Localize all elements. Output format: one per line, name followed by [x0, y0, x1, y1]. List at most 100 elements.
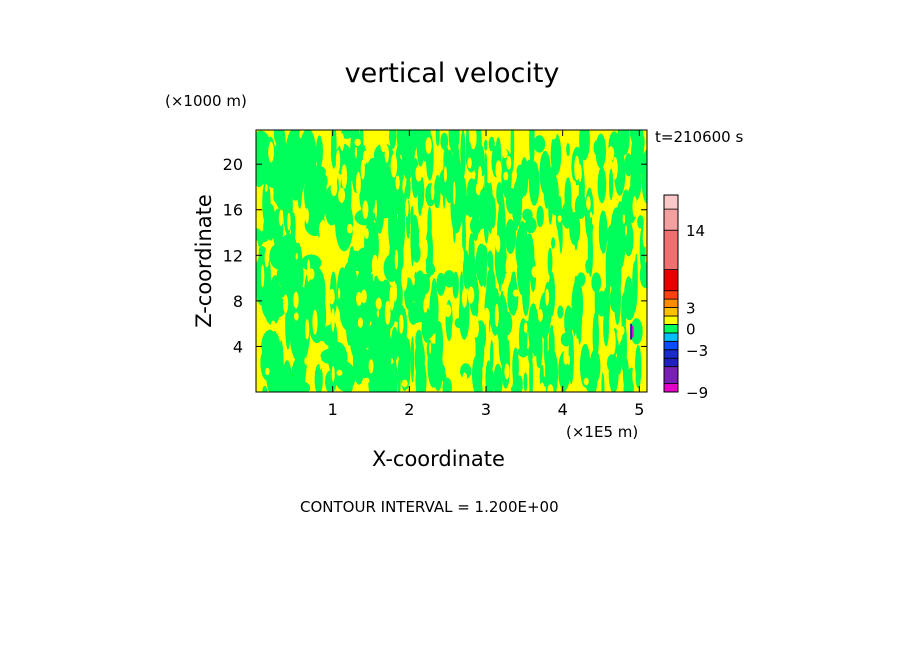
positive-region — [592, 172, 597, 180]
positive-region — [454, 366, 459, 379]
positive-region — [430, 183, 435, 201]
negative-region — [387, 363, 399, 391]
positive-region — [425, 137, 432, 154]
positive-region — [339, 133, 345, 151]
positive-region — [502, 149, 508, 159]
positive-region — [557, 215, 562, 223]
negative-region — [505, 219, 516, 254]
positive-region — [458, 246, 464, 266]
positive-region — [632, 196, 637, 217]
positive-region — [311, 244, 317, 254]
positive-region — [336, 369, 343, 376]
positive-region — [256, 240, 259, 263]
negative-region — [599, 292, 604, 316]
negative-region — [585, 259, 591, 274]
negative-region — [260, 345, 276, 381]
colorbar-band — [663, 332, 679, 342]
negative-region — [609, 246, 622, 296]
positive-region — [523, 322, 528, 334]
positive-region — [362, 150, 368, 165]
negative-region — [523, 372, 528, 392]
x-tick-label: 4 — [558, 400, 568, 419]
positive-region — [451, 321, 455, 339]
negative-region — [466, 261, 477, 278]
negative-region — [510, 130, 515, 170]
positive-region — [494, 303, 499, 327]
positive-region — [470, 130, 477, 150]
positive-region — [354, 138, 361, 147]
negative-region — [519, 182, 524, 199]
positive-region — [368, 359, 374, 374]
positive-region — [632, 365, 636, 385]
negative-region — [603, 307, 609, 347]
contour-interval-text: CONTOUR INTERVAL = 1.200E+00 — [300, 498, 559, 516]
negative-region — [551, 237, 556, 249]
colorbar-band — [663, 194, 679, 210]
negative-region — [529, 353, 533, 392]
negative-region — [484, 191, 489, 222]
negative-region — [460, 130, 466, 179]
positive-region — [390, 153, 398, 178]
negative-region — [427, 206, 432, 244]
y-tick-label: 8 — [233, 292, 243, 311]
negative-region — [495, 248, 503, 278]
negative-region — [607, 354, 617, 372]
negative-region — [484, 152, 488, 199]
positive-region — [423, 299, 428, 313]
positive-region — [448, 242, 454, 255]
positive-region — [341, 164, 348, 189]
negative-region — [610, 207, 622, 255]
x-tick-label: 5 — [634, 400, 644, 419]
negative-region — [334, 361, 356, 392]
negative-region — [548, 324, 555, 365]
negative-region — [496, 294, 508, 344]
colorbar-tick-label: −9 — [686, 384, 708, 402]
negative-region — [557, 305, 564, 319]
negative-region — [529, 130, 535, 165]
positive-region — [495, 160, 502, 180]
negative-region — [408, 302, 419, 325]
colorbar-band — [663, 366, 679, 385]
negative-region — [636, 130, 642, 151]
negative-region — [539, 364, 544, 387]
positive-region — [319, 219, 327, 243]
negative-region — [429, 286, 439, 335]
positive-region — [574, 333, 577, 355]
positive-region — [540, 382, 545, 392]
negative-region — [344, 165, 358, 182]
negative-region — [577, 314, 582, 345]
positive-region — [380, 131, 387, 153]
colorbar: 14 3 0 −3 −9 — [663, 194, 708, 402]
negative-region — [308, 286, 324, 323]
negative-region — [412, 243, 421, 263]
negative-region — [262, 180, 271, 225]
time-label: t=210600 s — [655, 128, 744, 146]
x-axis-unit: (×1E5 m) — [566, 423, 639, 441]
negative-region — [540, 155, 547, 172]
y-tick-label: 12 — [223, 246, 243, 265]
positive-region — [612, 156, 618, 180]
negative-region — [375, 322, 391, 341]
positive-region — [375, 297, 382, 310]
positive-region — [376, 310, 380, 318]
negative-region — [533, 135, 546, 153]
positive-region — [537, 309, 543, 322]
negative-region — [639, 262, 647, 288]
positive-region — [586, 196, 591, 211]
positive-region — [394, 249, 399, 270]
positive-region — [506, 155, 512, 170]
colorbar-frame — [663, 194, 679, 393]
negative-region — [481, 245, 488, 266]
negative-region — [404, 130, 413, 172]
strong-feature-negative — [630, 323, 633, 340]
negative-region — [262, 385, 268, 392]
negative-region — [433, 178, 439, 208]
positive-region — [362, 200, 369, 219]
positive-region — [436, 207, 441, 218]
positive-region — [415, 266, 419, 273]
positive-region — [424, 239, 428, 259]
colorbar-band — [663, 349, 679, 359]
colorbar-band — [663, 290, 679, 300]
colorbar-band — [663, 340, 679, 351]
positive-region — [402, 178, 406, 194]
